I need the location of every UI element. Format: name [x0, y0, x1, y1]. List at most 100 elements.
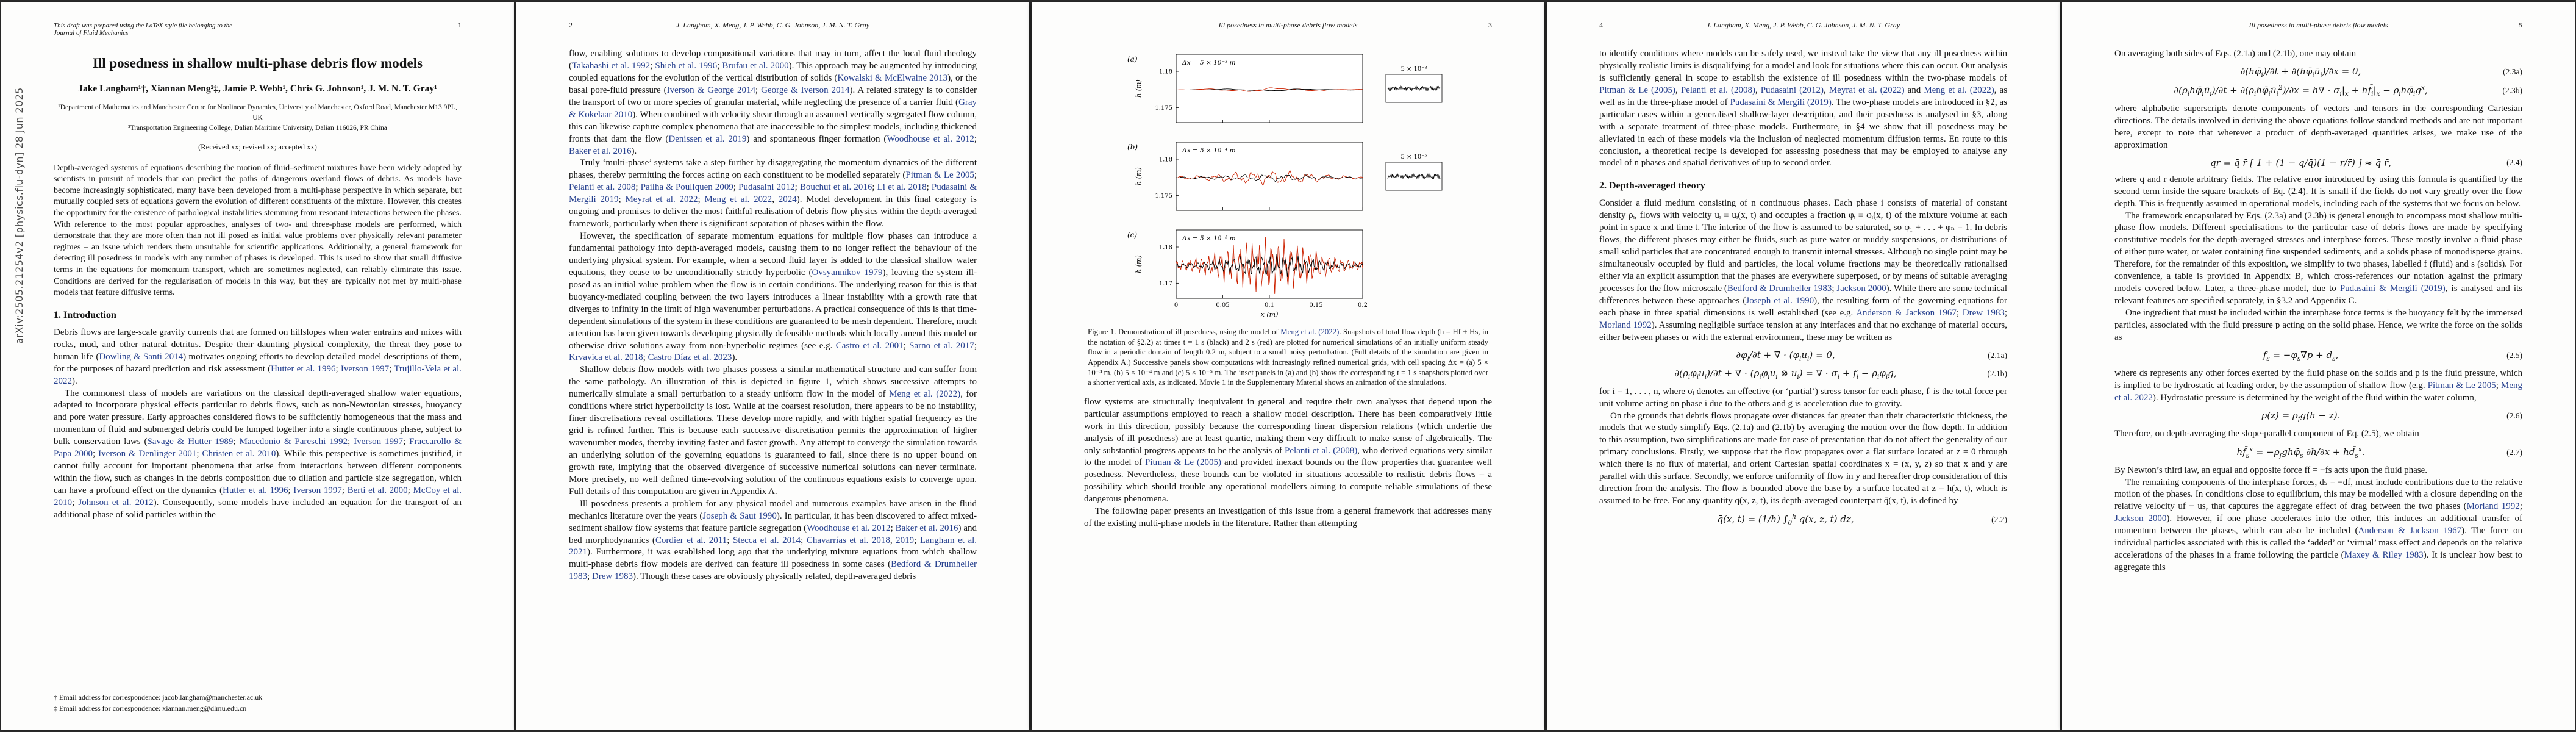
citation-link[interactable]: Anderson & Jackson 1967 [1856, 307, 1957, 318]
equation-number: (2.1b) [1987, 369, 2007, 379]
citation-link[interactable]: Pitman & Le (2005) [1599, 85, 1676, 95]
citation-link[interactable]: Jackson 2000 [2114, 514, 2167, 524]
body-paragraph: By Newton’s third law, an equal and oppo… [2114, 465, 2428, 475]
citation-link[interactable]: Baker et al. 2016 [895, 523, 958, 533]
citation-link[interactable]: Meng et al. (2022) [889, 389, 961, 400]
equation-body: ∂φi/∂t + ∇ · (φiui) = 0, [1736, 349, 1835, 362]
citation-link[interactable]: Trujillo-Vela et al. 2022 [54, 364, 462, 386]
citation-link[interactable]: Pitman & Le 2005 [905, 170, 974, 181]
y-tick-label: 1.175 [1155, 105, 1172, 112]
citation-link[interactable]: Pudasaini & Mergili 2019 [569, 182, 977, 205]
citation-link[interactable]: Iverson & George 2014 [666, 85, 756, 95]
citation-link[interactable]: Ovsyannikov 1979 [812, 267, 883, 278]
citation-link[interactable]: Meyrat et al. (2022) [1829, 85, 1905, 95]
citation-link[interactable]: Meng et al. (2022) [1924, 85, 1994, 95]
citation-link[interactable]: Krvavica et al. 2018 [569, 353, 643, 363]
citation-link[interactable]: Pudasaini (2012) [1760, 85, 1824, 95]
equation-body: p(z) = ρfg(h − z). [2261, 409, 2341, 423]
body-paragraph: Therefore, on depth-averaging the slope-… [2114, 428, 2419, 439]
citation-link[interactable]: Stecca et al. 2014 [732, 535, 801, 545]
affiliation-line: ²Transportation Engineering College, Dal… [128, 124, 387, 132]
running-header: Ill posedness in multi-phase debris flow… [2114, 21, 2523, 30]
citation-link[interactable]: Jackson 2000 [1836, 283, 1886, 293]
citation-link[interactable]: Pailha & Pouliquen 2009 [640, 182, 733, 193]
citation-link[interactable]: Drew 1983 [591, 572, 633, 582]
citation-link[interactable]: Meng et al. 2022 [704, 195, 772, 205]
citation-link[interactable]: Pudasaini & Mergili (2019) [1730, 97, 1832, 107]
citation-link[interactable]: Johnson et al. 2012 [78, 497, 154, 508]
citation-link[interactable]: Sarno et al. 2017 [909, 340, 974, 351]
citation-link[interactable]: Iverson & Denlinger 2001 [98, 449, 197, 459]
citation-link[interactable]: Shieh et al. 1996 [655, 60, 718, 71]
citation-link[interactable]: Chavarrías et al. 2018 [806, 535, 890, 545]
body-paragraph: The following paper presents an investig… [1084, 506, 1492, 529]
citation-link[interactable]: Morland 1992 [2466, 501, 2520, 512]
body-paragraph: The remaining components of the interpha… [2114, 477, 2523, 573]
citation-link[interactable]: Pitman & Le 2005 [2427, 380, 2496, 390]
citation-link[interactable]: 2024 [778, 195, 797, 205]
citation-link[interactable]: Meng et al. 2022 [2114, 380, 2523, 403]
citation-link[interactable]: Kowalski & McElwaine 2013 [837, 73, 948, 83]
citation-link[interactable]: Morland 1992 [1599, 320, 1652, 330]
body-paragraph: Consider a fluid medium consisting of n … [1599, 198, 2007, 342]
y-axis-label: h (m) [1135, 79, 1143, 98]
equation-body: ∂(ρiφiui)/∂t + ∇ · (ρiφiui ⊗ ui) = ∇ · σ… [1674, 367, 1897, 381]
citation-link[interactable]: Woodhouse et al. 2012 [887, 134, 974, 144]
citation-link[interactable]: Iverson 1997 [293, 486, 342, 495]
citation-link[interactable]: Macedonio & Pareschi 1992 [239, 437, 348, 447]
citation-link[interactable]: McCoy et al. 2010 [54, 486, 462, 508]
citation-link[interactable]: George & Iverson 2014 [761, 85, 850, 95]
abstract-text: Depth-averaged systems of equations desc… [54, 163, 462, 298]
citation-link[interactable]: Meyrat et al. 2022 [625, 195, 698, 205]
citation-link[interactable]: Gray & Kokelaar 2010 [569, 97, 977, 120]
runhead-center: J. Langham, X. Meng, J. P. Webb, C. G. J… [1706, 21, 1900, 29]
dx-annotation: Δx = 5 × 10⁻³ m [1182, 59, 1236, 66]
citation-link[interactable]: Maxey & Riley 1983 [2344, 550, 2424, 561]
citation-link[interactable]: Baker et al. 2016 [569, 146, 632, 156]
citation-link[interactable]: Denissen et al. 2019 [668, 134, 747, 144]
citation-link[interactable]: Castro Díaz et al. 2023 [648, 353, 732, 363]
runhead-left: 4 [1599, 21, 1603, 29]
figure-caption: Figure 1. Demonstration of ill posedness… [1088, 328, 1488, 387]
citation-link[interactable]: Li et al. 2018 [877, 182, 927, 193]
citation-link[interactable]: Pelanti et al. (2008) [1680, 85, 1755, 95]
runhead-left: 2 [569, 21, 573, 29]
citation-link[interactable]: Hutter et al. 1996 [223, 486, 288, 495]
equation-body: hf̄sx = −ρfghφ̄s ∂h/∂x + hd̄sx. [2236, 445, 2365, 459]
citation-link[interactable]: Pudasaini 2012 [738, 182, 795, 193]
body-paragraph: for i = 1, . . . , n, where σᵢ denotes a… [1599, 386, 2007, 409]
citation-link[interactable]: Joseph et al. 1990 [1746, 295, 1814, 306]
runhead-right: 3 [1488, 21, 1492, 29]
citation-link[interactable]: Fraccarollo & Papa 2000 [54, 437, 462, 459]
equation-number: (2.7) [2506, 447, 2522, 457]
citation-link[interactable]: 2019 [896, 535, 915, 545]
citation-link[interactable]: Drew 1983 [1962, 307, 2005, 318]
citation-link[interactable]: Hutter et al. 1996 [271, 364, 336, 374]
citation-link[interactable]: Castro et al. 2001 [835, 340, 904, 351]
citation-link[interactable]: Pudasaini & Mergili (2019) [2339, 284, 2446, 294]
citation-link[interactable]: Pitman & Le (2005) [1144, 458, 1221, 468]
citation-link[interactable]: Cordier et al. 2011 [655, 535, 727, 545]
citation-link[interactable]: Christen et al. 2010 [202, 449, 276, 459]
citation-link[interactable]: Pelanti et al. 2008 [569, 182, 636, 193]
citation-link[interactable]: Meng et al. (2022) [1280, 328, 1340, 336]
citation-link[interactable]: Dowling & Santi 2014 [99, 351, 184, 362]
citation-link[interactable]: Takahashi et al. 1992 [572, 60, 651, 71]
citation-link[interactable]: Woodhouse et al. 2012 [807, 523, 891, 533]
equation: qr = q̄ r̄ [ 1 + (1 − q/q̄)(1 − r/r̄) ] … [2114, 157, 2522, 168]
citation-link[interactable]: Bedford & Drumheller 1983 [569, 559, 977, 582]
citation-link[interactable]: Bedford & Drumheller 1983 [1727, 283, 1832, 293]
citation-link[interactable]: Berti et al. 2000 [347, 486, 408, 495]
citation-link[interactable]: Brufau et al. 2000 [722, 60, 789, 71]
equation-body: qr = q̄ r̄ [ 1 + (1 − q/q̄)(1 − r/r̄) ] … [2210, 157, 2391, 168]
citation-link[interactable]: Iverson 1997 [354, 437, 404, 447]
footnote-line: † Email address for correspondence: jaco… [54, 693, 263, 702]
citation-link[interactable]: Anderson & Jackson 1967 [2358, 526, 2462, 536]
citation-link[interactable]: Iverson 1997 [340, 364, 390, 374]
citation-link[interactable]: Joseph & Saut 1990 [702, 511, 777, 521]
citation-link[interactable]: Savage & Hutter 1989 [147, 437, 234, 447]
citation-link[interactable]: Bouchut et al. 2016 [799, 182, 872, 193]
citation-link[interactable]: Langham et al. 2021 [569, 535, 977, 558]
equation: q̄(x, t) = (1/h) ∫0h q(x, z, t) dz, (2.2) [1599, 513, 2007, 526]
citation-link[interactable]: Pelanti et al. (2008) [1285, 445, 1358, 456]
